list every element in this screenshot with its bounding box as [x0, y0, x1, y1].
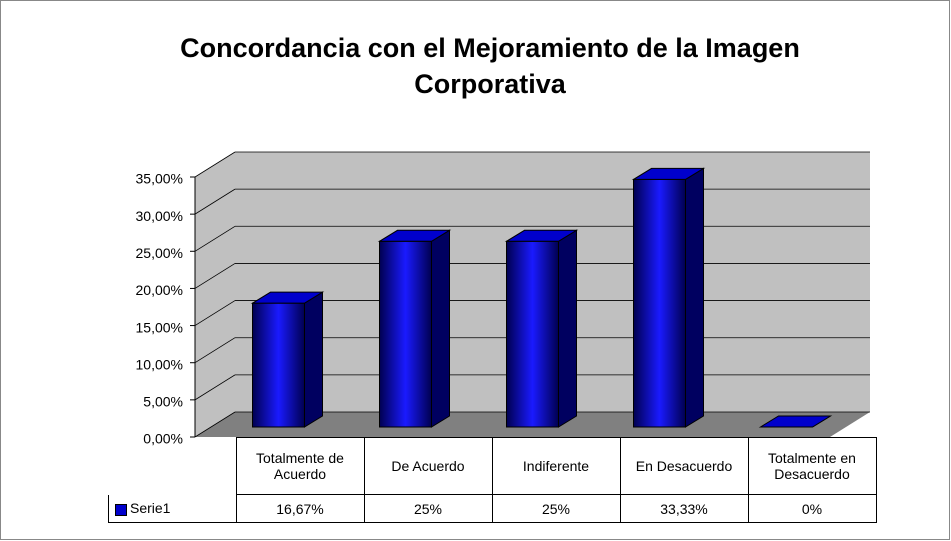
bar-front [252, 302, 305, 428]
value-label: 16,67% [235, 494, 365, 523]
bar-front [633, 178, 686, 428]
chart-title: Concordancia con el Mejoramiento de la I… [180, 33, 800, 99]
bar-front [506, 240, 559, 428]
legend-cell: Serie1 [108, 494, 237, 523]
bar-top [631, 167, 706, 180]
bar-top [504, 229, 579, 242]
bar-top [250, 291, 325, 304]
y-tick-label: 20,00% [136, 282, 183, 298]
value-label: 25% [363, 494, 493, 523]
value-label: 33,33% [619, 494, 749, 523]
y-tick-label: 15,00% [136, 319, 183, 335]
y-tick-label: 10,00% [136, 356, 183, 372]
grid-line [194, 151, 236, 178]
value-label: 0% [747, 494, 877, 523]
category-label: Totalmente de Acuerdo [235, 437, 365, 495]
grid-line [194, 188, 236, 215]
grid-line [194, 225, 236, 252]
category-label: En Desacuerdo [619, 437, 749, 495]
category-label: Totalmente en Desacuerdo [747, 437, 877, 495]
grid-line [194, 374, 236, 401]
bar-top [758, 415, 833, 428]
bar-top [377, 229, 452, 242]
legend-key [115, 503, 127, 516]
category-label: Indiferente [491, 437, 621, 495]
legend-label: Serie1 [130, 500, 171, 517]
grid-line [194, 411, 236, 438]
y-tick-label: 0,00% [143, 431, 183, 447]
grid-line [194, 300, 236, 326]
side-wall [195, 152, 235, 437]
category-label: De Acuerdo [363, 437, 493, 495]
value-label: 25% [491, 494, 621, 523]
data-table: Totalmente de Acuerdo De Acuerdo Indiferen… [108, 437, 877, 523]
bar-side [685, 167, 704, 428]
bar-side [304, 291, 323, 428]
bar-side [431, 229, 450, 428]
bar-side [558, 229, 577, 428]
grid-line [194, 337, 236, 364]
y-tick-label: 5,00% [143, 394, 183, 410]
grid-line [194, 263, 236, 289]
y-tick-label: 35,00% [136, 171, 183, 187]
y-tick-label: 30,00% [136, 208, 183, 224]
y-tick-label: 25,00% [136, 245, 183, 261]
table-corner [109, 438, 237, 495]
bar-front [379, 240, 432, 428]
